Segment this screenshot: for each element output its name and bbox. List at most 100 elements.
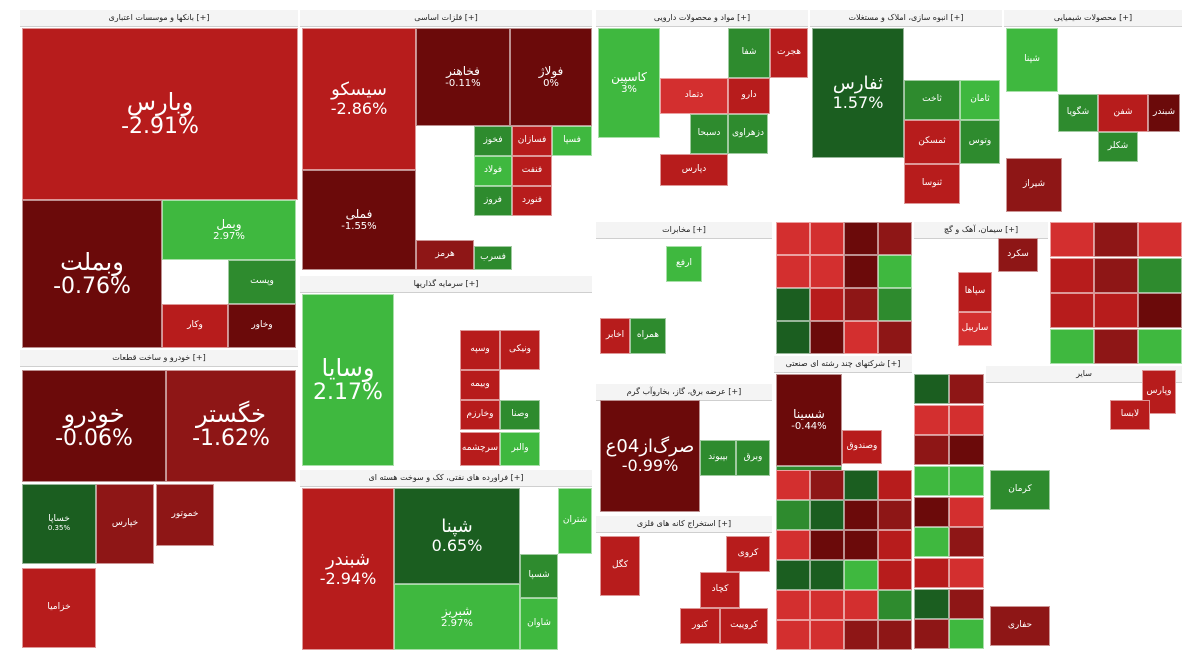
stock-tile[interactable] xyxy=(914,404,949,435)
stock-tile[interactable]: وبمل 2.97% xyxy=(162,200,296,260)
stock-tile[interactable]: کگل xyxy=(600,536,640,596)
stock-tile[interactable] xyxy=(949,435,984,466)
stock-tile[interactable]: شاوان xyxy=(520,598,558,650)
stock-tile[interactable] xyxy=(878,590,912,620)
stock-tile[interactable] xyxy=(810,288,844,321)
stock-tile[interactable]: هرمز xyxy=(416,240,474,270)
stock-tile[interactable]: وتوس xyxy=(960,120,1000,164)
stock-tile[interactable]: وبیمه xyxy=(460,370,500,400)
stock-tile[interactable] xyxy=(949,404,984,435)
stock-tile[interactable] xyxy=(776,530,810,560)
stock-tile[interactable] xyxy=(878,470,912,500)
sector-header[interactable]: سایر xyxy=(986,366,1182,383)
stock-tile[interactable]: فسپا xyxy=(552,126,592,156)
stock-tile[interactable] xyxy=(878,255,912,288)
stock-tile[interactable]: کچاد xyxy=(700,572,740,608)
stock-tile[interactable] xyxy=(810,470,844,500)
stock-tile[interactable]: لابسا xyxy=(1110,400,1150,430)
stock-tile[interactable] xyxy=(949,466,984,496)
stock-tile[interactable] xyxy=(844,222,878,255)
stock-tile[interactable] xyxy=(810,500,844,530)
stock-tile[interactable]: فنفت xyxy=(512,156,552,186)
stock-tile[interactable]: شبریز 2.97% xyxy=(394,584,520,650)
stock-tile[interactable]: خگستر -1.62% xyxy=(166,370,296,482)
stock-tile[interactable] xyxy=(776,255,810,288)
stock-tile[interactable] xyxy=(844,530,878,560)
stock-tile[interactable] xyxy=(810,590,844,620)
stock-tile[interactable] xyxy=(776,222,810,255)
stock-tile[interactable]: خپارس xyxy=(96,484,154,564)
stock-tile[interactable] xyxy=(776,321,810,354)
stock-tile[interactable] xyxy=(844,500,878,530)
stock-tile[interactable]: سیسکو -2.86% xyxy=(302,28,416,170)
stock-tile[interactable]: ساربیل xyxy=(958,312,992,346)
stock-tile[interactable] xyxy=(844,288,878,321)
stock-tile[interactable]: شبندر -2.94% xyxy=(302,488,394,650)
stock-tile[interactable]: کروییت xyxy=(720,608,768,644)
stock-tile[interactable] xyxy=(914,466,949,496)
stock-tile[interactable]: شسپا xyxy=(520,554,558,598)
stock-tile[interactable] xyxy=(878,500,912,530)
stock-tile[interactable]: ونیکی xyxy=(500,330,540,370)
stock-tile[interactable]: شپنا 0.65% xyxy=(394,488,520,584)
stock-tile[interactable]: ارفع xyxy=(666,246,702,282)
stock-tile[interactable]: شسینا -0.44% xyxy=(776,374,842,466)
stock-tile[interactable] xyxy=(1050,293,1094,328)
stock-tile[interactable]: فخاهنر -0.11% xyxy=(416,28,510,126)
stock-tile[interactable] xyxy=(878,321,912,354)
stock-tile[interactable]: سکرد xyxy=(998,238,1038,272)
stock-tile[interactable]: شفا xyxy=(728,28,770,78)
stock-tile[interactable] xyxy=(844,590,878,620)
stock-tile[interactable]: وکار xyxy=(162,304,228,348)
stock-tile[interactable] xyxy=(1050,257,1094,293)
stock-tile[interactable]: سپاها xyxy=(958,272,992,312)
stock-tile[interactable]: ثفارس 1.57% xyxy=(812,28,904,158)
sector-header[interactable]: سرمایه گذاریها [+] xyxy=(300,276,592,293)
stock-tile[interactable]: دزهراوی xyxy=(728,114,768,154)
stock-tile[interactable] xyxy=(1138,328,1182,364)
stock-tile[interactable] xyxy=(776,470,810,500)
stock-tile[interactable] xyxy=(914,588,949,619)
stock-tile[interactable] xyxy=(844,620,878,650)
stock-tile[interactable] xyxy=(776,288,810,321)
stock-tile[interactable] xyxy=(949,588,984,619)
sector-header[interactable]: بانکها و موسسات اعتباری [+] xyxy=(20,10,298,27)
stock-tile[interactable] xyxy=(1094,328,1138,364)
stock-tile[interactable]: سرچشمه xyxy=(460,432,500,466)
stock-tile[interactable]: فنورد xyxy=(512,186,552,216)
stock-tile[interactable]: وصنا xyxy=(500,400,540,430)
stock-tile[interactable] xyxy=(810,530,844,560)
sector-header[interactable]: مواد و محصولات دارویی [+] xyxy=(596,10,808,27)
sector-header[interactable]: فلزات اساسی [+] xyxy=(300,10,592,27)
stock-tile[interactable]: ثامان xyxy=(960,80,1000,120)
stock-tile[interactable] xyxy=(878,620,912,650)
stock-tile[interactable]: شگویا xyxy=(1058,94,1098,132)
stock-tile[interactable]: ثنوسا xyxy=(904,164,960,204)
stock-tile[interactable]: کاسپین 3% xyxy=(598,28,660,138)
stock-tile[interactable]: فسازان xyxy=(512,126,552,156)
stock-tile[interactable] xyxy=(949,527,984,558)
stock-tile[interactable]: اخابر xyxy=(600,318,630,354)
stock-tile[interactable] xyxy=(878,288,912,321)
stock-tile[interactable]: فولاژ 0% xyxy=(510,28,592,126)
sector-header[interactable]: خودرو و ساخت قطعات [+] xyxy=(20,350,298,367)
stock-tile[interactable] xyxy=(1138,257,1182,293)
stock-tile[interactable]: شپنا xyxy=(1006,28,1058,92)
stock-tile[interactable]: کنور xyxy=(680,608,720,644)
stock-tile[interactable] xyxy=(914,435,949,466)
stock-tile[interactable] xyxy=(878,222,912,255)
stock-tile[interactable] xyxy=(878,560,912,590)
stock-tile[interactable]: شفن xyxy=(1098,94,1148,132)
stock-tile[interactable] xyxy=(914,496,949,527)
stock-tile[interactable] xyxy=(949,558,984,588)
stock-tile[interactable]: شتران xyxy=(558,488,592,554)
stock-tile[interactable] xyxy=(949,374,984,404)
stock-tile[interactable]: فخوز xyxy=(474,126,512,156)
stock-tile[interactable]: وخارزم xyxy=(460,400,500,430)
stock-tile[interactable]: فروز xyxy=(474,186,512,216)
stock-tile[interactable]: خموتور xyxy=(156,484,214,546)
stock-tile[interactable] xyxy=(776,560,810,590)
stock-tile[interactable] xyxy=(810,222,844,255)
stock-tile[interactable] xyxy=(810,560,844,590)
stock-tile[interactable]: ثاخت xyxy=(904,80,960,120)
